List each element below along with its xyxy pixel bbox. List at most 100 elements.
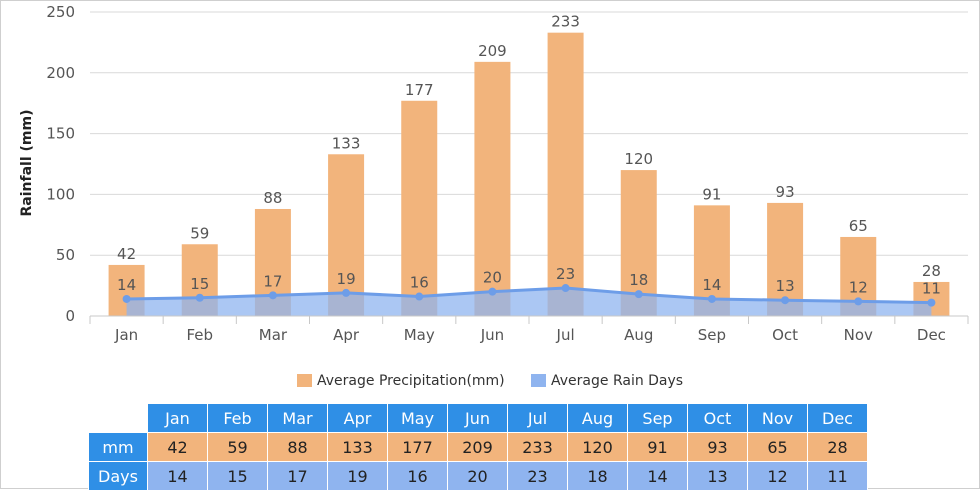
- data-table: Jan Feb Mar Apr May Jun Jul Aug Sep Oct Nov Dec mm …: [88, 403, 868, 491]
- legend-swatch-rain-days: [531, 374, 546, 387]
- rain-days-point: [488, 287, 497, 296]
- rain-days-point: [195, 293, 204, 302]
- rain-days-point: [122, 294, 131, 303]
- legend: Average Precipitation(mm) Average Rain D…: [297, 373, 683, 389]
- x-tick-label: Nov: [844, 326, 873, 344]
- rain-days-point: [854, 297, 863, 306]
- x-tick-label: May: [404, 326, 435, 344]
- legend-swatch-precipitation: [297, 374, 312, 387]
- grid-lines: [90, 11, 968, 256]
- table-header-cell: Apr: [327, 403, 388, 433]
- rainfall-chart: 0 50 100 150 200 250 Rainfall (mm) 42 59 88 133 1…: [19, 3, 969, 389]
- bar-data-label: 93: [776, 183, 795, 201]
- rain-days-data-label: 11: [922, 280, 941, 298]
- table-cell-mm: 88: [267, 432, 328, 462]
- rain-days-point: [268, 291, 277, 300]
- rain-days-point: [781, 296, 790, 305]
- rain-days-data-label: 15: [190, 275, 209, 293]
- table-header-cell: Mar: [267, 403, 328, 433]
- table-header-row: Jan Feb Mar Apr May Jun Jul Aug Sep Oct Nov Dec: [89, 403, 868, 433]
- table-row-mm: mm 42 59 88 133 177 209 233 120 91 93 65 28: [88, 432, 868, 462]
- bar-data-label: 42: [117, 245, 136, 263]
- rain-days-point: [342, 288, 351, 297]
- rain-days-area: [122, 284, 936, 316]
- bar-data-label: 209: [478, 42, 507, 60]
- table-cell-days: 23: [507, 461, 568, 491]
- table-header-cell: Nov: [747, 403, 808, 433]
- rain-days-point: [707, 294, 716, 303]
- bar-data-label: 120: [624, 150, 653, 168]
- table-cell-days: 12: [747, 461, 808, 491]
- y-tick-label: 50: [56, 246, 75, 264]
- bar-data-label: 28: [922, 262, 941, 280]
- table-cell-mm: 93: [687, 432, 748, 462]
- x-tick-label: Jul: [556, 326, 575, 344]
- table-row-label-mm: mm: [88, 432, 148, 462]
- x-tick-label: Feb: [186, 326, 213, 344]
- table-header-cell: Jul: [507, 403, 568, 433]
- rain-days-data-label: 16: [410, 274, 429, 292]
- bar-data-label: 233: [551, 13, 580, 31]
- bar-data-label: 133: [332, 134, 361, 152]
- table-cell-mm: 65: [747, 432, 808, 462]
- table-cell-mm: 28: [807, 432, 868, 462]
- table-cell-mm: 133: [327, 432, 388, 462]
- x-tick-label: Aug: [624, 326, 653, 344]
- table-header-cell: Dec: [807, 403, 868, 433]
- rain-days-labels: 14 15 17 19 16 20 23 18 14 13 12 11: [117, 265, 941, 298]
- table-cell-mm: 120: [567, 432, 628, 462]
- y-axis-label: Rainfall (mm): [19, 110, 35, 217]
- table-header-cell: May: [387, 403, 448, 433]
- table-cell-days: 18: [567, 461, 628, 491]
- rain-days-area-fill: [126, 288, 932, 316]
- table-cell-days: 19: [327, 461, 388, 491]
- y-tick-label: 150: [46, 125, 75, 143]
- table-cell-days: 15: [207, 461, 268, 491]
- x-tick-label: Oct: [772, 326, 798, 344]
- x-tick-label: Apr: [333, 326, 360, 344]
- table-cell-mm: 177: [387, 432, 448, 462]
- table-cell-mm: 42: [147, 432, 208, 462]
- table-header-cell: Jun: [447, 403, 508, 433]
- table-cell-days: 14: [147, 461, 208, 491]
- table-cell-mm: 59: [207, 432, 268, 462]
- x-tick-label: Dec: [917, 326, 946, 344]
- bar-data-label: 65: [849, 217, 868, 235]
- y-tick-label: 0: [65, 307, 75, 325]
- precipitation-labels: 42 59 88 133 177 209 233 120 91 93 65 28: [117, 13, 941, 280]
- x-tick-label: Sep: [698, 326, 726, 344]
- legend-label-rain-days: Average Rain Days: [551, 373, 683, 389]
- bar-data-label: 88: [263, 189, 282, 207]
- x-tick-label: Jan: [114, 326, 138, 344]
- rain-days-data-label: 17: [263, 272, 282, 290]
- y-axis-ticks: 0 50 100 150 200 250: [46, 3, 75, 325]
- table-row-label-days: Days: [88, 461, 148, 491]
- bar: [474, 61, 511, 316]
- rain-days-data-label: 13: [776, 277, 795, 295]
- table-cell-days: 14: [627, 461, 688, 491]
- rain-days-data-label: 12: [849, 278, 868, 296]
- table-header-cell: Sep: [627, 403, 688, 433]
- table-cell-mm: 91: [627, 432, 688, 462]
- rain-days-data-label: 14: [702, 276, 721, 294]
- table-row-days: Days 14 15 17 19 16 20 23 18 14 13 12 11: [88, 461, 868, 491]
- x-axis-ticks: Jan Feb Mar Apr May Jun Jul Aug Sep Oct Nov Dec: [89, 316, 969, 344]
- bar: [547, 32, 584, 317]
- table-cell-days: 17: [267, 461, 328, 491]
- bar-data-label: 91: [702, 185, 721, 203]
- precipitation-bars: [108, 32, 950, 317]
- y-tick-label: 200: [46, 64, 75, 82]
- table-header-cell: Aug: [567, 403, 628, 433]
- table-header-cell: Feb: [207, 403, 268, 433]
- bar-data-label: 59: [190, 224, 209, 242]
- x-tick-label: Jun: [480, 326, 504, 344]
- table-corner: [89, 404, 148, 433]
- table-header-cell: Jan: [147, 403, 208, 433]
- rain-days-point: [634, 290, 643, 299]
- table-cell-days: 20: [447, 461, 508, 491]
- rain-days-data-label: 14: [117, 276, 136, 294]
- rain-days-point: [927, 298, 936, 307]
- rain-days-data-label: 19: [337, 270, 356, 288]
- table-cell-days: 11: [807, 461, 868, 491]
- table-cell-days: 16: [387, 461, 448, 491]
